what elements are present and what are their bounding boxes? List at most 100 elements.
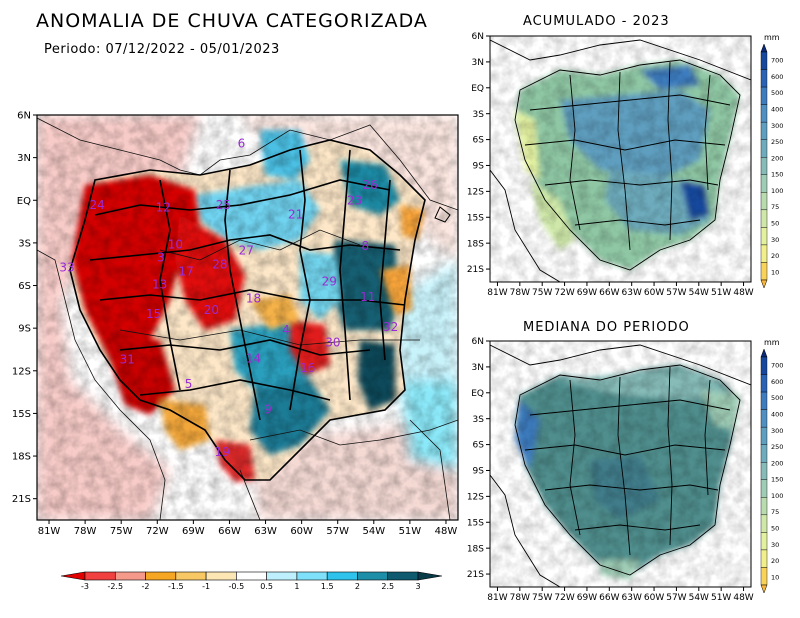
mm-colorbar-label: 400 <box>771 411 783 419</box>
mm-colorbar-label: 75 <box>771 203 779 211</box>
lon-tick-label: 75W <box>532 288 552 298</box>
lon-tick-label: 75W <box>532 593 552 603</box>
lat-tick-label: EQ <box>471 389 484 399</box>
mm-unit-label: mm <box>764 338 780 347</box>
colorbar-label: -0.5 <box>229 582 245 591</box>
basin-number-9: 9 <box>264 402 272 416</box>
basin-number-23: 23 <box>347 194 362 208</box>
mm-colorbar-segment <box>760 244 768 263</box>
mm-colorbar-segment <box>760 462 768 480</box>
lon-tick-label: 54W <box>362 526 385 537</box>
mm-colorbar-label: 10 <box>771 268 779 276</box>
colorbar-segment <box>114 571 146 581</box>
mm-colorbar-label: 700 <box>771 362 783 370</box>
lat-tick-label: 3N <box>472 58 484 68</box>
mm-colorbar-segment <box>760 532 768 551</box>
colorbar-label: 2 <box>355 582 360 591</box>
lat-tick-label: 21S <box>467 265 484 275</box>
mm-colorbar-segment <box>760 69 768 88</box>
lon-tick-label: 81W <box>487 593 507 603</box>
mm-colorbar-segment <box>760 514 768 533</box>
mm-colorbar-segment <box>760 409 768 428</box>
mm-unit-label: mm <box>764 33 780 42</box>
lat-tick-label: 3N <box>17 153 31 164</box>
lon-tick-label: 48W <box>733 288 753 298</box>
mm-colorbar-segment <box>760 209 768 228</box>
lon-tick-label: 57W <box>666 288 686 298</box>
lat-tick-label: 9S <box>473 467 485 477</box>
colorbar-label: 1 <box>294 582 299 591</box>
basin-number-19: 19 <box>215 445 230 459</box>
lat-tick-label: 6S <box>18 281 31 292</box>
mm-colorbar-segment <box>760 497 768 516</box>
lat-tick-label: 21S <box>12 494 31 505</box>
colorbar-segment <box>145 571 177 581</box>
lon-tick-label: 63W <box>622 288 642 298</box>
lat-tick-label: 12S <box>467 188 484 198</box>
colorbar-min-triangle <box>60 571 86 581</box>
mm-colorbar-segment <box>760 262 768 281</box>
basin-number-25: 25 <box>216 198 231 212</box>
mm-colorbar-label: 100 <box>771 187 783 195</box>
colorbar-segment <box>175 571 207 581</box>
mm-colorbar-bottom-triangle <box>760 279 768 289</box>
lat-tick-label: 21S <box>467 570 484 580</box>
lon-tick-label: 57W <box>666 593 686 603</box>
lon-tick-label: 78W <box>510 288 530 298</box>
lon-tick-label: 48W <box>733 593 753 603</box>
lat-tick-label: 6N <box>472 337 484 347</box>
colorbar-label: -2 <box>142 582 150 591</box>
lon-tick-label: 81W <box>38 526 61 537</box>
lat-tick-label: 3S <box>473 110 485 120</box>
lon-tick-label: 69W <box>577 288 597 298</box>
anomaly-map-axes: 6N 3N EQ 3S 6S 9S 12S 15S 18S 21S 81W 78W 75W 72W 69W 6… <box>12 111 457 538</box>
lon-tick-label: 60W <box>644 288 664 298</box>
basin-number-20: 20 <box>204 303 219 317</box>
lon-tick-label: 72W <box>554 288 574 298</box>
basin-number-17: 17 <box>179 265 194 279</box>
mm-colorbar-label: 300 <box>771 122 783 130</box>
basin-number-16: 16 <box>300 361 315 375</box>
lon-tick-label: 78W <box>510 593 530 603</box>
mm-colorbar-segment <box>760 86 768 105</box>
mm-colorbar-segment <box>760 426 768 445</box>
lat-tick-label: 15S <box>467 518 484 528</box>
basin-number-4: 4 <box>282 323 290 337</box>
lon-tick-label: 54W <box>689 288 709 298</box>
lon-tick-label: 69W <box>577 593 597 603</box>
basin-number-13: 13 <box>152 277 167 291</box>
colorbar-label: -3 <box>81 582 89 591</box>
mm-colorbar-label: 75 <box>771 508 779 516</box>
lat-tick-label: 9S <box>473 162 485 172</box>
lat-tick-label: 15S <box>467 213 484 223</box>
mm-colorbar-top-triangle <box>760 348 768 358</box>
median-title: MEDIANA DO PERIODO <box>523 320 690 335</box>
mm-colorbar-segment <box>760 549 768 568</box>
mm-colorbar-segment <box>760 567 768 586</box>
mm-colorbar-segment <box>760 139 768 158</box>
lon-tick-label: 78W <box>74 526 97 537</box>
lat-tick-label: EQ <box>471 84 484 94</box>
lon-tick-label: 63W <box>254 526 277 537</box>
colorbar-label: 0.5 <box>260 582 273 591</box>
lon-tick-label: 51W <box>711 288 731 298</box>
colorbar-label: -1.5 <box>168 582 184 591</box>
basin-number-21: 21 <box>288 208 303 222</box>
mm-colorbar-label: 20 <box>771 557 779 565</box>
lon-tick-label: 51W <box>711 593 731 603</box>
anomaly-colorbar: -3 -2.5 -2 -1.5 -1 -0.5 0.5 1 1.5 2 2.5 3 <box>60 571 443 591</box>
anomaly-map-frame <box>36 114 459 521</box>
mm-colorbar-segment <box>760 157 768 175</box>
basin-number-18: 18 <box>246 292 261 306</box>
mm-colorbar-label: 150 <box>771 171 783 179</box>
colorbar-label: 1.5 <box>321 582 334 591</box>
colorbar-segment <box>266 571 298 581</box>
lat-tick-label: 3N <box>472 363 484 373</box>
basin-number-33: 33 <box>59 260 74 274</box>
mm-colorbar-label: 100 <box>771 492 783 500</box>
lat-tick-label: EQ <box>17 196 31 207</box>
colorbar-label: -2.5 <box>107 582 123 591</box>
